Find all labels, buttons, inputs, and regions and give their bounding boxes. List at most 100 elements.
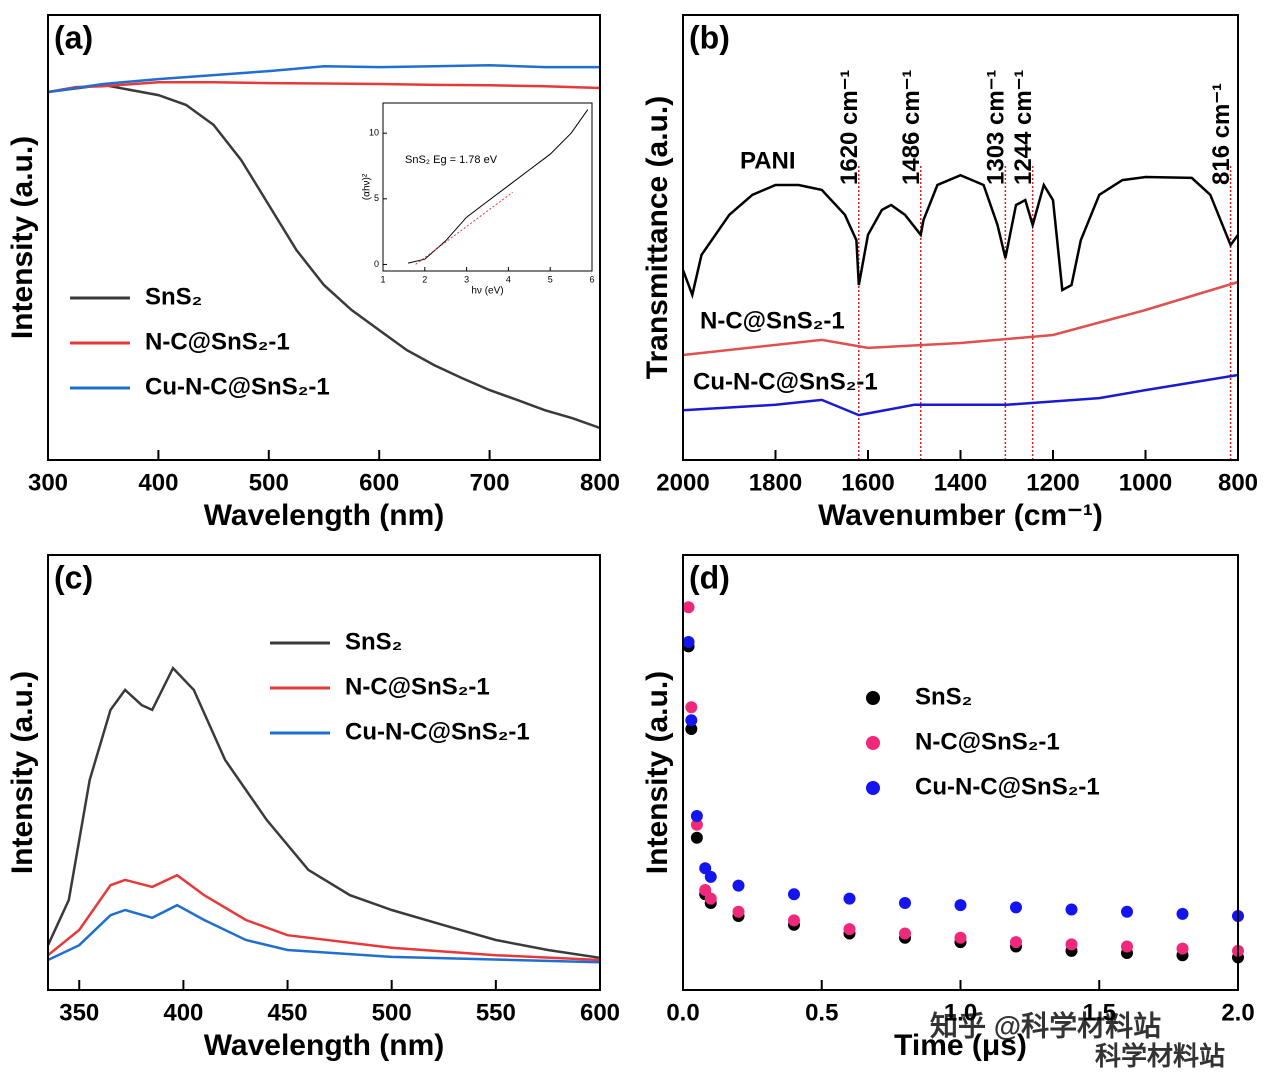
legend-label: N-C@SnS₂-1	[345, 673, 490, 700]
plot-frame	[47, 14, 601, 461]
panel-label: (d)	[689, 559, 730, 595]
data-point	[732, 905, 745, 918]
data-point	[682, 636, 695, 648]
series-line	[682, 280, 1239, 357]
y-tick-label: 5	[374, 193, 379, 203]
data-point	[954, 899, 967, 912]
y-axis-label: Intensity (a.u.)	[6, 671, 39, 874]
x-tick-label: 5	[548, 274, 553, 284]
series-label: N-C@SnS₂-1	[700, 307, 845, 334]
data-point	[899, 897, 911, 909]
legend-label: Cu-N-C@SnS₂-1	[345, 718, 530, 745]
data-point	[1065, 903, 1078, 916]
x-axis-label: hν (eV)	[471, 286, 503, 297]
plot-frame	[682, 14, 1239, 461]
inset-title: SnS₂ Eg = 1.78 eV	[405, 154, 498, 166]
y-axis-label: Intensity (a.u.)	[6, 136, 39, 339]
series-line	[682, 373, 1239, 417]
x-tick-label: 2000	[656, 469, 709, 496]
legend-label: SnS₂	[345, 628, 402, 655]
x-tick-label: 0.5	[805, 999, 838, 1026]
series-label: PANI	[740, 147, 796, 174]
data-point	[690, 831, 703, 844]
data-point	[685, 714, 698, 727]
legend-label: N-C@SnS₂-1	[915, 728, 1060, 755]
data-point	[704, 870, 717, 883]
data-point	[843, 923, 856, 936]
x-tick-label: 500	[249, 469, 289, 496]
data-point	[843, 892, 856, 905]
x-tick-label: 700	[470, 469, 510, 496]
legend-marker	[866, 781, 880, 795]
x-axis-label: Wavenumber (cm⁻¹)	[818, 499, 1103, 532]
data-point	[699, 883, 712, 896]
x-axis-label: Time (μs)	[894, 1029, 1027, 1062]
data-point	[732, 879, 745, 892]
panel-label: (c)	[54, 559, 93, 595]
watermark: 科学材料站	[1095, 1041, 1225, 1071]
series-line	[47, 80, 601, 94]
inset-frame	[382, 102, 593, 272]
legend-label: Cu-N-C@SnS₂-1	[145, 373, 330, 400]
x-tick-label: 1800	[749, 469, 802, 496]
x-tick-label: 800	[1218, 469, 1258, 496]
data-point	[685, 723, 698, 735]
x-tick-label: 450	[268, 999, 308, 1026]
plot-frame	[682, 554, 1239, 991]
x-tick-label: 1000	[1119, 469, 1172, 496]
data-point	[788, 914, 800, 927]
x-tick-label: 1	[380, 274, 385, 284]
legend-label: SnS₂	[915, 683, 972, 710]
data-point	[1121, 940, 1133, 953]
data-point	[704, 892, 717, 905]
x-tick-label: 1.0	[944, 999, 977, 1026]
legend-label: SnS₂	[145, 283, 202, 310]
annotation-label: 1244 cm⁻¹	[1010, 70, 1037, 185]
annotation-label: 1303 cm⁻¹	[983, 70, 1010, 185]
x-tick-label: 6	[589, 274, 594, 284]
data-point	[1065, 938, 1078, 951]
y-axis-label: Intensity (a.u.)	[641, 671, 674, 874]
series-line	[47, 83, 601, 430]
series-line	[47, 873, 601, 962]
panel-label: (a)	[54, 19, 93, 55]
series-line	[47, 64, 600, 94]
data-point	[788, 888, 800, 901]
data-point	[682, 601, 695, 614]
legend-marker	[866, 691, 880, 705]
y-tick-label: 0	[374, 259, 379, 269]
data-point	[685, 701, 698, 714]
series-line	[47, 903, 601, 964]
x-tick-label: 600	[580, 999, 620, 1026]
annotation-label: 816 cm⁻¹	[1208, 83, 1235, 185]
x-tick-label: 1400	[934, 469, 987, 496]
panel-label: (b)	[689, 19, 730, 55]
plot-frame	[382, 102, 593, 272]
x-axis-label: Wavelength (nm)	[204, 1029, 445, 1062]
x-axis-label: Wavelength (nm)	[204, 499, 445, 532]
y-axis-label: (αhν)²	[362, 173, 373, 200]
y-axis-label: Transmittance (a.u.)	[641, 96, 674, 379]
annotation-label: 1486 cm⁻¹	[898, 70, 925, 185]
data-point	[954, 931, 967, 944]
data-point	[690, 810, 703, 822]
data-point	[1121, 905, 1133, 918]
x-tick-label: 0.0	[666, 999, 699, 1026]
data-point	[1176, 907, 1189, 920]
data-point	[699, 862, 712, 875]
x-tick-label: 4	[506, 274, 511, 284]
x-tick-label: 400	[138, 469, 178, 496]
x-tick-label: 800	[580, 469, 620, 496]
annotation-label: 1620 cm⁻¹	[836, 70, 863, 185]
x-tick-label: 300	[28, 469, 68, 496]
data-point	[899, 927, 911, 940]
series-label: Cu-N-C@SnS₂-1	[693, 368, 878, 395]
x-tick-label: 1.5	[1083, 999, 1116, 1026]
x-tick-label: 500	[372, 999, 412, 1026]
x-tick-label: 2	[422, 274, 427, 284]
x-tick-label: 3	[464, 274, 469, 284]
data-point	[690, 818, 703, 831]
watermark: 知乎 @科学材料站	[930, 1009, 1161, 1041]
data-point	[1176, 942, 1189, 955]
